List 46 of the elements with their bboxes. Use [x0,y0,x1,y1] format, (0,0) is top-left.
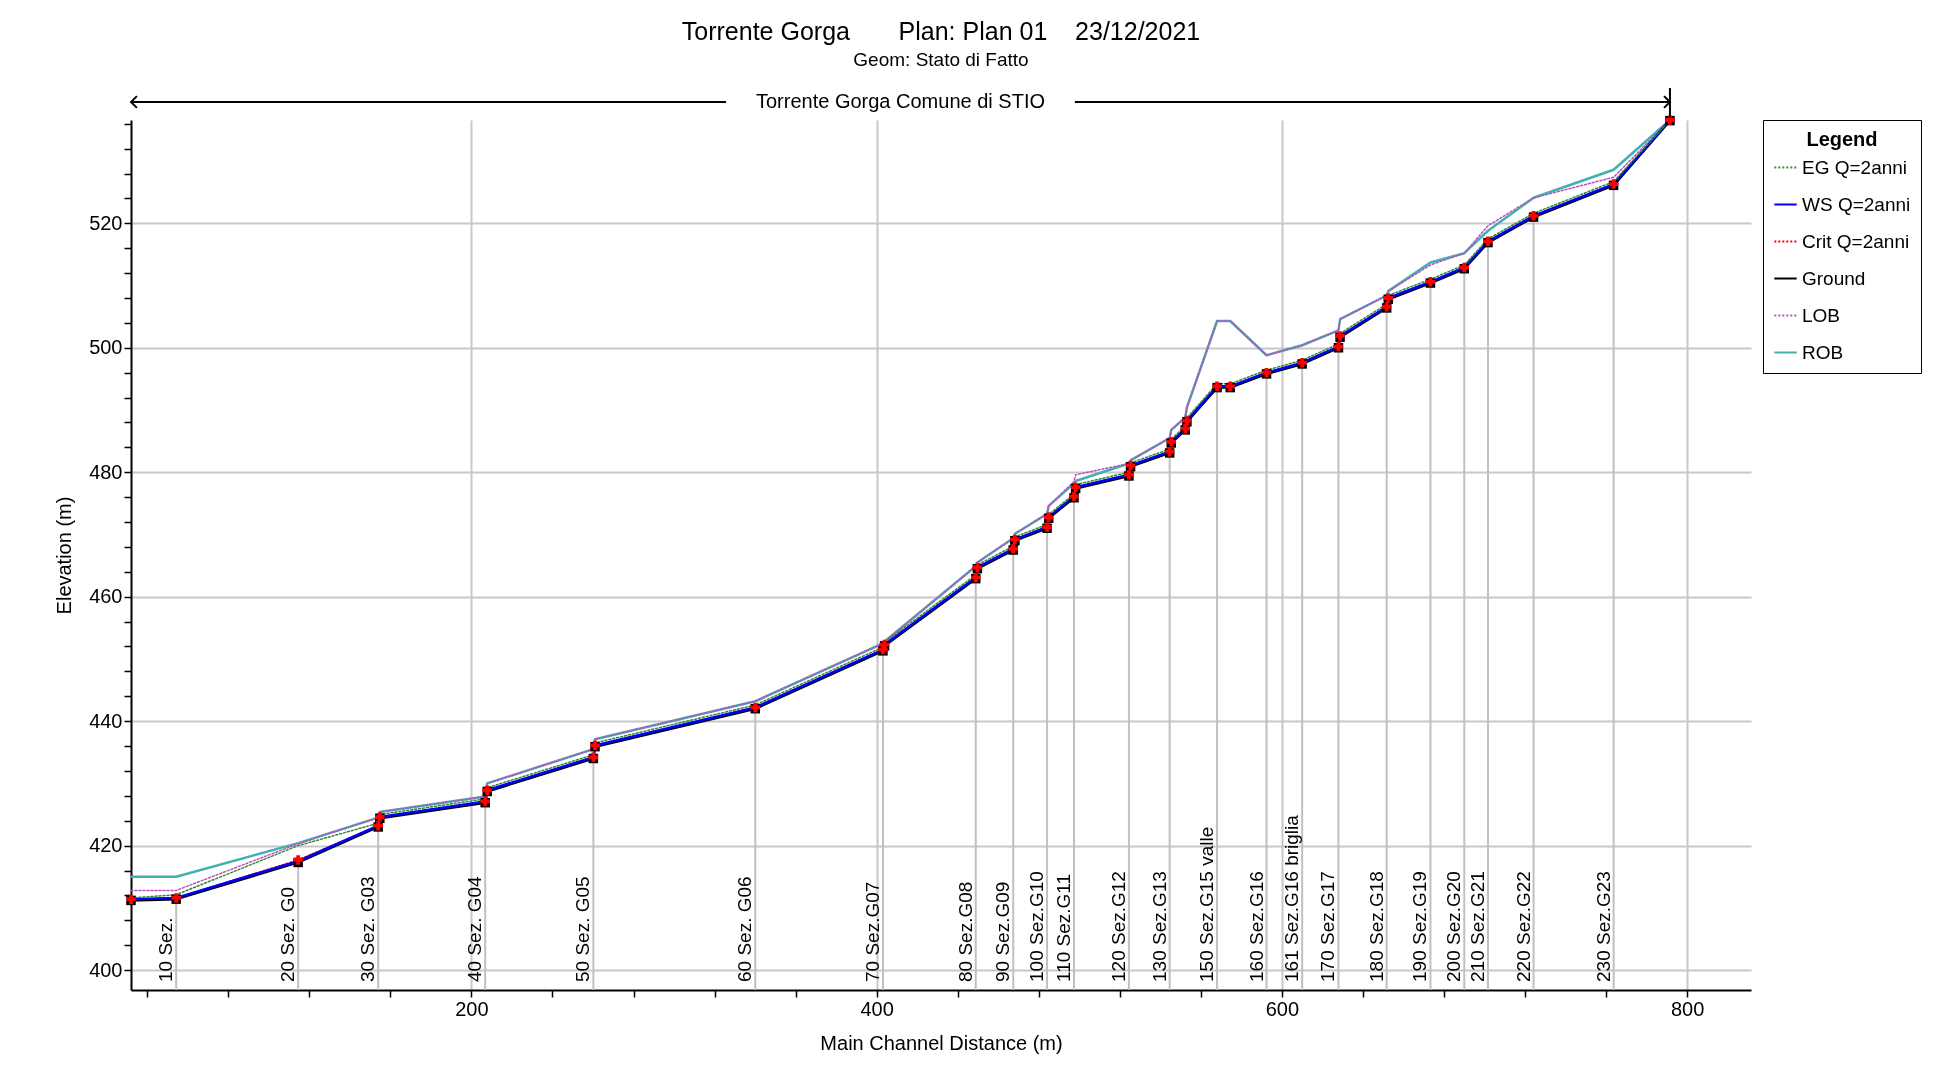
ref-line-label: 180 Sez.G18 [1365,871,1387,982]
ref-line-label: 160 Sez.G16 [1245,871,1267,982]
x-tick-label: 600 [1265,997,1300,1020]
ref-line-label: 170 Sez.G17 [1317,871,1339,982]
ref-line-label: 220 Sez.G22 [1512,871,1534,982]
ref-line-label: 200 Sez.G20 [1443,871,1465,982]
ref-line-label: 210 Sez.G21 [1466,871,1488,982]
chart-subtitle: Geom: Stato di Fatto [853,49,1029,70]
legend-label: Ground [1802,267,1866,289]
legend-title: Legend [1806,128,1878,150]
ref-line-label: 190 Sez.G19 [1409,871,1431,982]
y-tick-label: 520 [89,211,123,234]
legend-label: LOB [1802,304,1841,326]
x-axis-title: Main Channel Distance (m) [820,1031,1063,1054]
y-tick-label: 500 [89,336,123,359]
ref-line-label: 80 Sez.G08 [954,881,976,982]
y-tick-label: 440 [89,709,123,732]
ref-line-label: 150 Sez.G15 valle [1196,826,1218,982]
ref-line-label: 90 Sez.G09 [992,881,1014,982]
y-axis-title: Elevation (m) [53,496,76,615]
ref-line-label: 110 Sez.G11 [1053,873,1075,982]
legend-label: ROB [1802,341,1844,363]
ref-line-label: 10 Sez. [155,917,177,982]
legend-label: WS Q=2anni [1802,193,1911,215]
ref-line-label: 30 Sez. G03 [357,876,379,982]
ref-line-label: 60 Sez. G06 [734,876,756,982]
ref-line-label: 161 Sez.G16 briglia [1281,814,1303,982]
x-tick-label: 400 [860,997,894,1020]
y-tick-label: 480 [89,460,123,483]
ref-line-label: 50 Sez. G05 [572,876,594,982]
text: Torrente Gorga Comune di STIO [755,90,1045,112]
y-tick-label: 420 [89,834,123,857]
y-tick-label: 400 [89,958,123,981]
y-tick-label: 460 [89,585,123,608]
ref-line-label: 40 Sez. G04 [464,875,486,982]
x-tick-label: 200 [455,997,489,1020]
ref-line-label: 120 Sez.G12 [1107,871,1129,982]
ref-line-label: 20 Sez. G0 [277,886,299,982]
ref-line-label: 230 Sez.G23 [1592,871,1614,982]
ref-line-label: 100 Sez.G10 [1026,871,1048,982]
ref-line-label: 130 Sez.G13 [1148,871,1170,982]
x-tick-label: 800 [1670,997,1705,1020]
chart-title: Torrente Gorga Plan: Plan 01 23/12/2021 [681,17,1201,45]
ref-line-label: 70 Sez.G07 [861,881,883,982]
legend-label: EG Q=2anni [1802,156,1908,178]
legend-label: Crit Q=2anni [1802,230,1910,252]
